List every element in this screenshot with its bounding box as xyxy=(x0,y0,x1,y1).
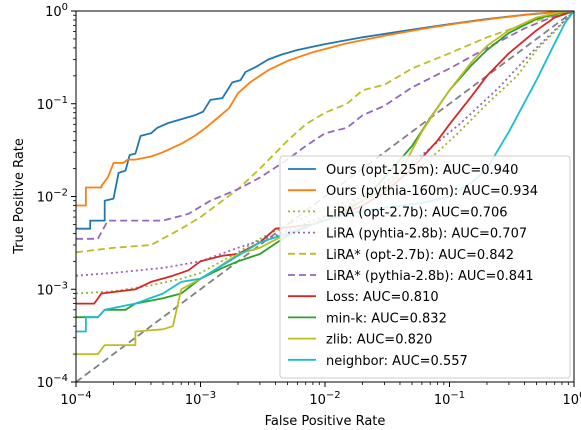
y-tick-label: 10−1 xyxy=(37,95,68,113)
legend-entry-label: LiRA (pyhtia-2.8b): AUC=0.707 xyxy=(326,227,527,242)
legend: Ours (opt-125m): AUC=0.940 Ours (pythia-1… xyxy=(279,155,571,379)
series-line-ours-opt-125m xyxy=(76,11,574,230)
x-tick-label: 100 xyxy=(563,390,581,408)
legend-entry-label: Ours (opt-125m): AUC=0.940 xyxy=(326,163,518,178)
legend-box xyxy=(279,155,571,379)
x-axis-label: False Positive Rate xyxy=(265,414,386,429)
axis-ticks: 10−4 10−3 10−2 10−1 100 10−4 10−3 10−2 10−1 100 xyxy=(37,2,581,408)
series-line-lira-pythia-2-8b xyxy=(76,11,574,240)
x-tick-label: 10−4 xyxy=(60,390,91,408)
y-tick-label: 10−2 xyxy=(37,188,68,206)
y-tick-label: 10−4 xyxy=(37,373,68,391)
legend-entry-label: LiRA* (pythia-2.8b): AUC=0.841 xyxy=(326,269,534,284)
series-line-lira-pyhtia-2-8b xyxy=(76,11,574,277)
legend-entry-label: zlib: AUC=0.820 xyxy=(326,333,432,348)
y-tick-label: 10−3 xyxy=(37,280,68,298)
legend-entry-label: min-k: AUC=0.832 xyxy=(326,311,447,326)
series-line-lira-opt-2-7b xyxy=(76,11,574,254)
legend-entry-label: Ours (pythia-160m): AUC=0.934 xyxy=(326,184,538,199)
legend-entry-label: neighbor: AUC=0.557 xyxy=(326,354,468,369)
x-tick-label: 10−3 xyxy=(185,390,216,408)
legend-entry-label: LiRA (opt-2.7b): AUC=0.706 xyxy=(326,205,508,220)
x-tick-label: 10−1 xyxy=(434,390,465,408)
legend-entry-label: LiRA* (opt-2.7b): AUC=0.842 xyxy=(326,248,514,263)
y-axis-label: True Positive Rate xyxy=(12,138,27,255)
series-line-ours-pythia-160m xyxy=(76,11,574,207)
y-tick-label: 100 xyxy=(45,2,68,20)
x-tick-label: 10−2 xyxy=(309,390,340,408)
legend-entry-label: Loss: AUC=0.810 xyxy=(326,290,439,305)
